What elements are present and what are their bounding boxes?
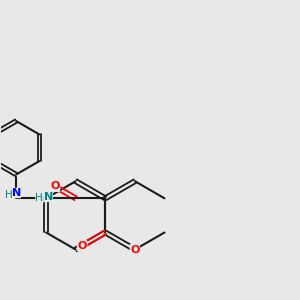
Text: H: H <box>5 190 13 200</box>
Text: N: N <box>11 188 21 198</box>
Text: O: O <box>77 241 87 251</box>
Text: H: H <box>35 193 43 203</box>
Text: O: O <box>130 244 140 255</box>
Text: O: O <box>50 182 60 191</box>
Text: N: N <box>44 192 53 202</box>
